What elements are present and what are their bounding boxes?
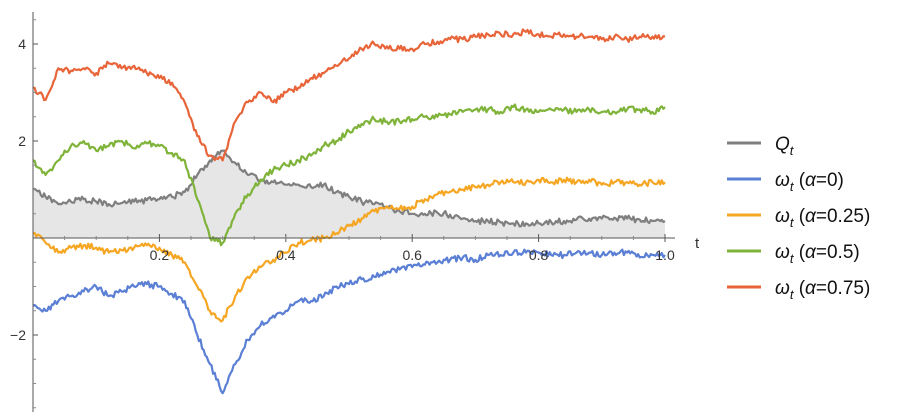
y-tick-label: 2 (18, 133, 26, 149)
x-tick-label: 0.4 (276, 247, 296, 263)
x-tick-label: 1.0 (655, 247, 675, 263)
legend-label: ωt (α=0.25) (775, 206, 870, 230)
y-tick-label: 4 (18, 36, 26, 52)
legend-label: ωt (α=0.5) (775, 242, 860, 266)
series-lines (32, 28, 666, 395)
x-tick-label: 0.2 (150, 247, 170, 263)
series-line-4 (32, 28, 666, 162)
series-line-2 (32, 176, 666, 323)
y-tick-label: −2 (10, 327, 26, 343)
legend-label: Qt (775, 134, 795, 158)
series-line-0 (32, 149, 666, 228)
series-line-3 (32, 103, 666, 247)
x-tick-label: 0.8 (529, 247, 549, 263)
plot-area: 0.2 0.4 0.6 0.8 1.0 −2 2 4 t (10, 12, 700, 412)
legend: Qt ωt (α=0) ωt (α=0.25) ωt (α=0.5) ωt (α=0.7… (727, 134, 870, 302)
x-axis-label: t (695, 235, 700, 252)
y-ticks: −2 2 4 (10, 19, 38, 409)
x-tick-label: 0.6 (402, 247, 422, 263)
x-ticks: 0.2 0.4 0.6 0.8 1.0 (64, 234, 675, 263)
legend-label: ωt (α=0.75) (775, 278, 870, 302)
q-area-fill (33, 150, 665, 238)
series-line-1 (32, 248, 666, 395)
legend-label: ωt (α=0) (775, 170, 844, 194)
